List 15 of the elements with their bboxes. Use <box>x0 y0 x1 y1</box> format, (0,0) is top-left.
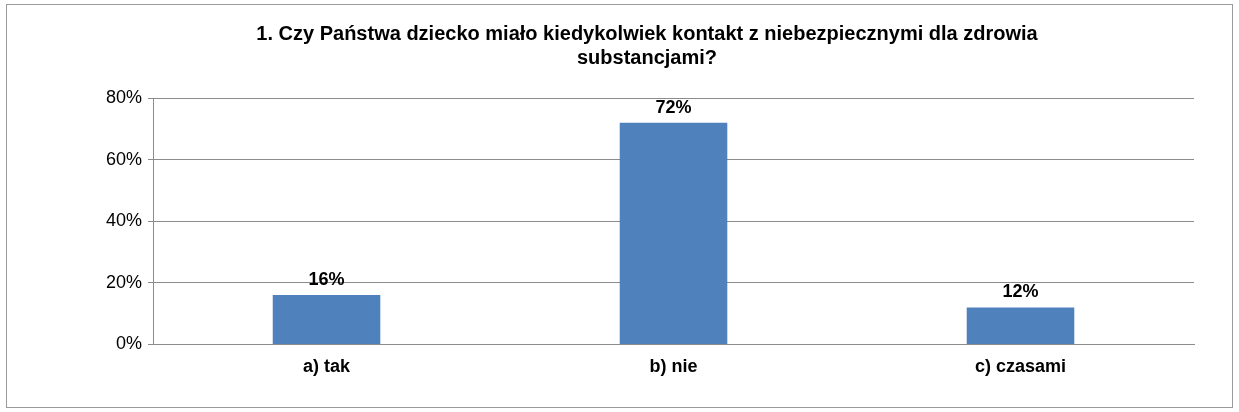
x-tick-label: b) nie <box>649 356 698 377</box>
y-tick-label: 60% <box>106 148 143 169</box>
data-label: 16% <box>308 269 345 290</box>
y-tick-label: 80% <box>106 86 143 107</box>
bar <box>272 295 381 344</box>
y-tick-label: 0% <box>116 333 143 354</box>
bar <box>619 122 728 344</box>
y-tick-label: 40% <box>106 210 143 231</box>
y-tick-label: 20% <box>106 271 143 292</box>
data-label: 72% <box>655 96 692 117</box>
bar <box>966 307 1075 344</box>
x-tick-label: a) tak <box>303 356 352 377</box>
data-label: 12% <box>1002 281 1039 302</box>
chart-title: 1. Czy Państwa dziecko miało kiedykolwiek kontakt z niebezpiecznymi dla zdrowia substancjami? <box>256 21 1039 68</box>
x-tick-label: c) czasami <box>974 356 1067 377</box>
